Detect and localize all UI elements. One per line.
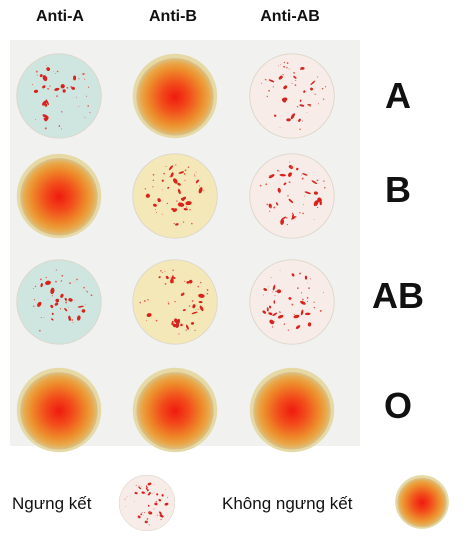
legend-no-agglutination-sample: [394, 474, 454, 532]
test-card-a-anti-ab: [248, 52, 336, 140]
test-card-o-anti-ab: [248, 366, 336, 454]
test-card-a-anti-b: [131, 52, 219, 140]
test-card-ab-anti-b: [131, 258, 219, 346]
test-card-b-anti-a: [15, 152, 103, 240]
column-header-anti-b: Anti-B: [149, 8, 197, 25]
test-card-b-anti-b: [131, 152, 219, 240]
row-label-a: A: [385, 75, 411, 116]
test-card-o-anti-b: [131, 366, 219, 454]
column-header-anti-a: Anti-A: [36, 8, 84, 25]
row-label-o: O: [383, 385, 412, 426]
row-label-b: B: [385, 169, 411, 210]
legend-agglutination-sample: [118, 474, 180, 532]
test-card-o-anti-a: [15, 366, 103, 454]
row-label-ab: AB: [372, 275, 424, 316]
test-card-a-anti-a: [15, 52, 103, 140]
test-card-b-anti-ab: [248, 152, 336, 240]
test-card-ab-anti-a: [15, 258, 103, 346]
test-card-ab-anti-ab: [248, 258, 336, 346]
column-header-anti-ab: Anti-AB: [260, 8, 320, 25]
legend-no-agglutination-label: Không ngưng kết: [222, 494, 353, 513]
legend-agglutination-label: Ngưng kết: [12, 494, 92, 513]
